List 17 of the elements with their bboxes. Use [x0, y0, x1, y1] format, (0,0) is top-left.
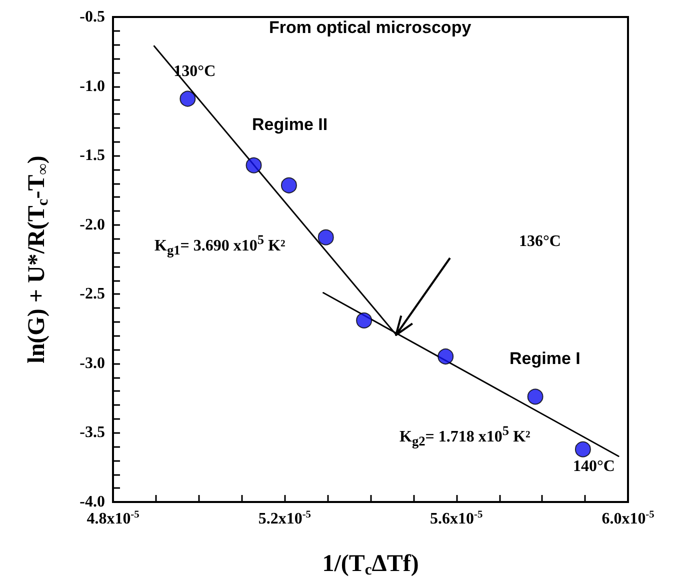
- y-tick-label: -2.0: [80, 216, 105, 234]
- annotation: K$_{g1}$= 3.690 x10$^{5}$ K²: [154, 232, 286, 258]
- annotation: Regime I: [510, 349, 580, 369]
- y-tick-label: -0.5: [80, 8, 105, 26]
- y-axis-title: ln(G) + U*/R(Tc-T∞): [24, 156, 52, 364]
- y-tick-label: -1.5: [80, 147, 105, 164]
- y-tick-label: -2.5: [80, 286, 105, 303]
- annotation: 140°C: [572, 458, 615, 476]
- annotation: 136°C: [519, 233, 561, 251]
- annotation: Regime II: [252, 115, 328, 135]
- y-tick-label: -1.0: [80, 78, 105, 95]
- y-tick-label: -4.0: [80, 494, 105, 510]
- y-tick-label: -3.5: [80, 424, 105, 442]
- annotation: K$_{g2}$= 1.718 x10$^{5}$ K²: [400, 422, 530, 450]
- annotation: 130°C: [174, 62, 216, 81]
- annotation: From optical microscopy: [269, 18, 472, 38]
- y-tick-label: -3.0: [80, 354, 105, 372]
